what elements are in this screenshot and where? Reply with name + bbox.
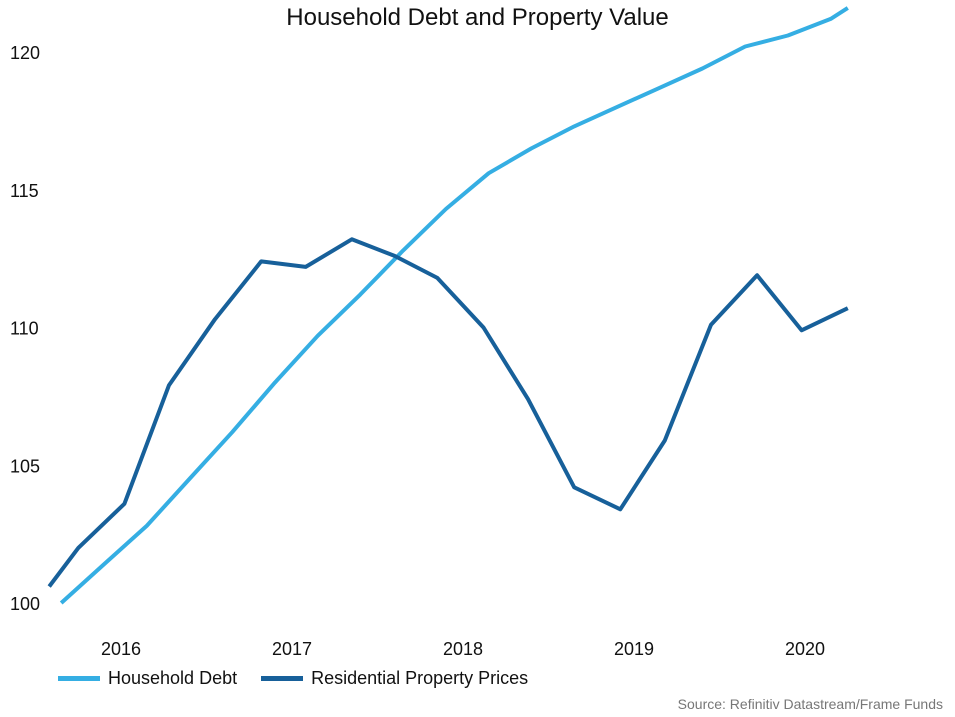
legend-label-household-debt: Household Debt [108,668,238,688]
x-axis: 2016 2017 2018 2019 2020 [101,639,825,659]
series-property-prices-line [47,237,849,588]
source-note: Source: Refinitiv Datastream/Frame Funds [677,696,943,712]
chart-title: Household Debt and Property Value [286,4,669,31]
legend-swatch-property-prices [261,676,304,681]
series-household-debt-line [59,6,849,605]
x-tick-label: 2018 [443,639,483,659]
legend-item-property-prices: Residential Property Prices [261,668,528,689]
y-tick-label: 115 [10,181,39,201]
legend-label-property-prices: Residential Property Prices [311,668,529,688]
x-tick-label: 2020 [785,639,825,659]
x-tick-label: 2017 [272,639,312,659]
y-tick-label: 120 [10,43,40,63]
y-tick-label: 110 [10,319,39,339]
y-tick-label: 105 [10,456,40,476]
legend-item-household-debt: Household Debt [58,668,237,689]
legend: Household Debt Residential Property Pric… [58,668,552,689]
x-tick-label: 2019 [614,639,654,659]
legend-swatch-household-debt [58,676,100,681]
y-axis: 100 105 110 115 120 [10,43,40,614]
y-tick-label: 100 [10,594,40,614]
series-layer [47,6,849,605]
x-tick-label: 2016 [101,639,141,659]
